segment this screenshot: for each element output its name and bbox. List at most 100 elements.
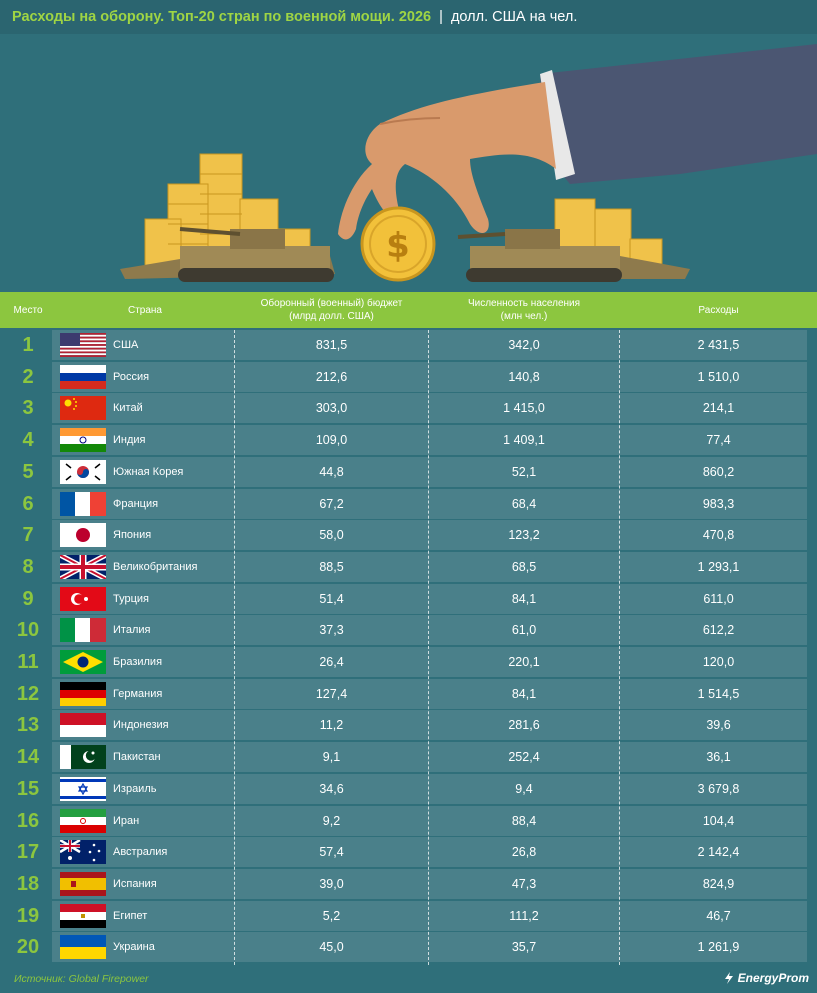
population-value: 68,4 bbox=[511, 496, 537, 511]
population-value: 47,3 bbox=[511, 876, 537, 891]
country-label: Китай bbox=[113, 402, 143, 415]
table-row: 20 Украина 45,0 35,7 1 261,9 bbox=[0, 932, 817, 963]
rank-label: 7 bbox=[22, 524, 34, 547]
row-background bbox=[52, 361, 807, 392]
flag-fr-icon bbox=[60, 491, 106, 516]
table-row: 3 Китай 303,0 1 415,0 214,1 bbox=[0, 393, 817, 424]
flag-jp-icon bbox=[60, 523, 106, 548]
spending-value: 1 293,1 bbox=[697, 559, 740, 574]
spending-value: 77,4 bbox=[706, 433, 731, 448]
spending-value: 39,6 bbox=[706, 718, 731, 733]
row-background bbox=[52, 773, 807, 804]
country-label: Япония bbox=[113, 529, 152, 542]
spending-value: 2 142,4 bbox=[697, 845, 740, 860]
flag-es-icon bbox=[60, 871, 106, 896]
source-note: Источник: Global Firepower bbox=[14, 973, 149, 985]
spending-value: 1 514,5 bbox=[697, 686, 740, 701]
rank-label: 17 bbox=[16, 841, 40, 864]
table-row: 4 Индия 109,0 1 409,1 77,4 bbox=[0, 425, 817, 456]
budget-value: 303,0 bbox=[315, 401, 348, 416]
col-spending: Расходы bbox=[698, 304, 739, 316]
rank-label: 16 bbox=[16, 809, 40, 832]
flag-il-icon bbox=[60, 776, 106, 801]
country-label: Россия bbox=[113, 370, 150, 383]
country-label: Украина bbox=[113, 941, 155, 954]
country-label: Израиль bbox=[113, 782, 157, 795]
country-label: Италия bbox=[113, 624, 151, 637]
country-label: Индия bbox=[113, 434, 146, 447]
flag-pk-icon bbox=[60, 745, 106, 770]
country-label: Бразилия bbox=[113, 656, 163, 668]
table-row: 2 Россия 212,6 140,8 1 510,0 bbox=[0, 361, 817, 392]
budget-value: 58,0 bbox=[319, 528, 344, 543]
col-rank: Место bbox=[13, 304, 43, 316]
hero-illustration: $ bbox=[0, 34, 817, 292]
col-budget: Оборонный (военный) бюджет (млрд долл. СШ… bbox=[260, 298, 403, 322]
row-background bbox=[52, 868, 807, 899]
row-background bbox=[52, 551, 807, 582]
spending-value: 612,2 bbox=[702, 623, 735, 638]
budget-value: 57,4 bbox=[319, 845, 344, 860]
spending-value: 104,4 bbox=[702, 813, 735, 828]
column-divider bbox=[428, 330, 429, 965]
table-row: 9 Турция 51,4 84,1 611,0 bbox=[0, 583, 817, 614]
country-label: Германия bbox=[113, 687, 163, 700]
rank-label: 2 bbox=[22, 365, 34, 388]
spending-value: 860,2 bbox=[702, 464, 735, 479]
brand-logo: EnergyProm bbox=[723, 971, 809, 985]
table-row: 18 Испания 39,0 47,3 824,9 bbox=[0, 868, 817, 899]
flag-it-icon bbox=[60, 618, 106, 643]
row-background bbox=[52, 520, 807, 551]
chart-title: Расходы на оборону. Топ-20 стран по воен… bbox=[12, 9, 432, 25]
table-row: 5 Южная Корея 44,8 52,1 860,2 bbox=[0, 456, 817, 487]
population-value: 84,1 bbox=[511, 686, 537, 701]
row-background bbox=[52, 330, 807, 360]
row-background bbox=[52, 425, 807, 456]
spending-value: 1 510,0 bbox=[697, 369, 740, 384]
row-background bbox=[52, 583, 807, 614]
rank-label: 19 bbox=[16, 904, 40, 927]
rank-label: 10 bbox=[16, 619, 40, 642]
budget-value: 39,0 bbox=[319, 876, 344, 891]
flag-in-icon bbox=[60, 428, 106, 453]
flag-kr-icon bbox=[60, 459, 106, 484]
country-label: Великобритания bbox=[113, 560, 198, 573]
country-label: Франция bbox=[113, 497, 159, 510]
table-row: 6 Франция 67,2 68,4 983,3 bbox=[0, 488, 817, 519]
footer: Источник: Global Firepower EnergyProm bbox=[0, 966, 817, 993]
table-row: 12 Германия 127,4 84,1 1 514,5 bbox=[0, 678, 817, 709]
table-row: 11 Бразилия 26,4 220,1 120,0 bbox=[0, 647, 817, 677]
flag-eg-icon bbox=[60, 903, 106, 928]
flag-tr-icon bbox=[60, 586, 106, 611]
population-value: 1 409,1 bbox=[503, 433, 545, 448]
row-background bbox=[52, 710, 807, 741]
table-row: 16 Иран 9,2 88,4 104,4 bbox=[0, 805, 817, 836]
table-row: 14 Пакистан 9,1 252,4 36,1 bbox=[0, 742, 817, 773]
budget-value: 9,1 bbox=[322, 750, 341, 765]
population-value: 88,4 bbox=[511, 813, 537, 828]
population-value: 111,2 bbox=[509, 908, 539, 923]
population-value: 220,1 bbox=[508, 655, 540, 669]
population-value: 35,7 bbox=[511, 940, 537, 955]
rank-label: 13 bbox=[16, 714, 40, 737]
rank-label: 14 bbox=[16, 746, 40, 769]
flag-us-icon bbox=[60, 333, 106, 357]
row-background bbox=[52, 837, 807, 868]
population-value: 1 415,0 bbox=[503, 401, 545, 416]
flag-au-icon bbox=[60, 840, 106, 865]
spending-value: 983,3 bbox=[702, 496, 735, 511]
rank-label: 9 bbox=[22, 587, 34, 610]
title-separator: | bbox=[439, 9, 443, 25]
budget-value: 88,5 bbox=[319, 559, 344, 574]
rank-label: 18 bbox=[16, 872, 40, 895]
row-background bbox=[52, 805, 807, 836]
row-background bbox=[52, 393, 807, 424]
row-background bbox=[52, 742, 807, 773]
table-row: 10 Италия 37,3 61,0 612,2 bbox=[0, 615, 817, 646]
budget-value: 51,4 bbox=[319, 591, 344, 606]
budget-value: 45,0 bbox=[319, 940, 344, 955]
svg-text:$: $ bbox=[386, 226, 410, 266]
population-value: 140,8 bbox=[508, 369, 540, 384]
column-divider bbox=[619, 330, 620, 965]
country-label: США bbox=[113, 339, 139, 351]
